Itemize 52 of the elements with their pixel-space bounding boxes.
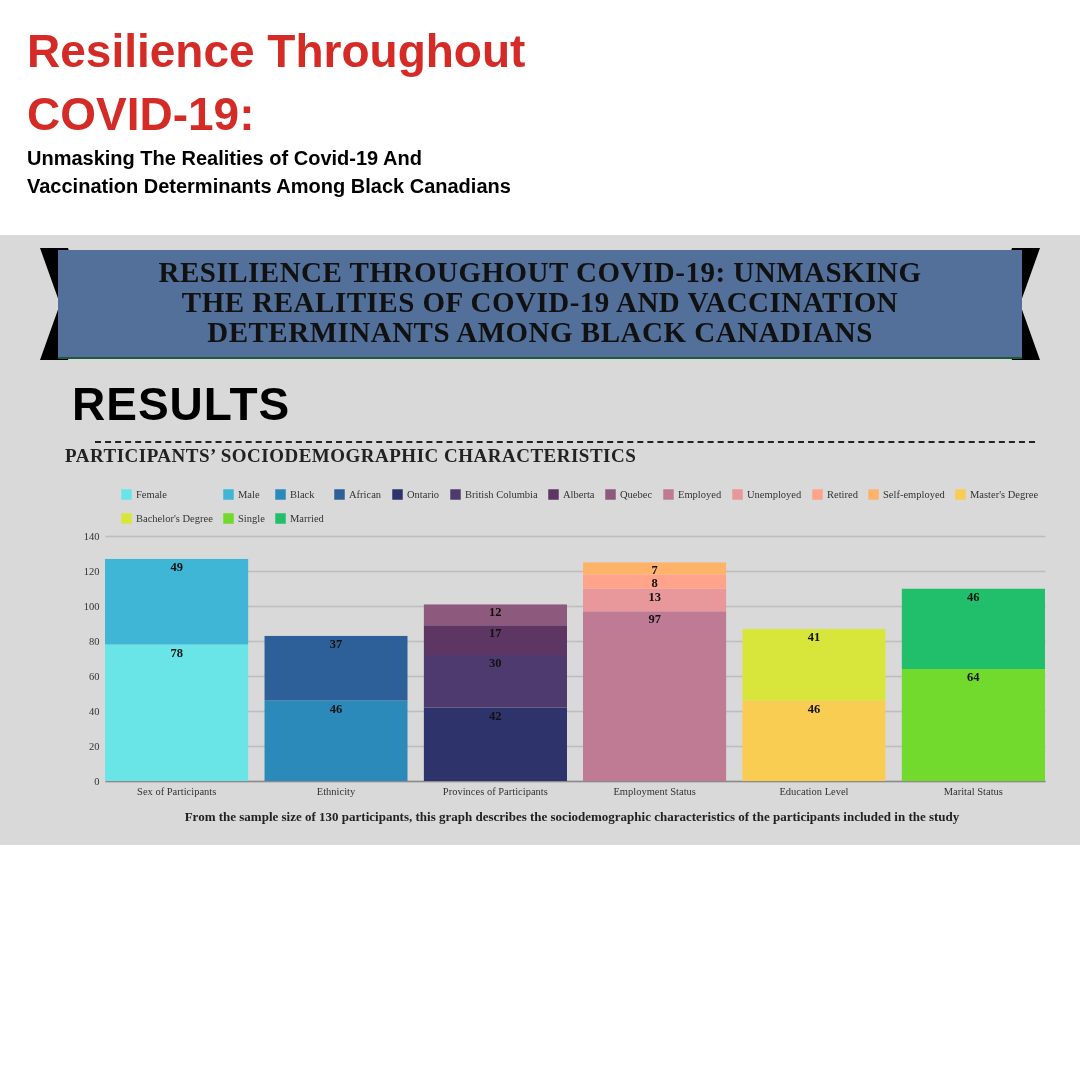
legend-label: Bachelor's Degree — [136, 512, 214, 524]
x-tick-label: Marital Status — [943, 785, 1003, 797]
x-tick-label: Provinces of Participants — [442, 785, 548, 797]
y-tick-label: 120 — [83, 565, 100, 577]
legend-label: Employed — [678, 488, 722, 500]
legend-label: Quebec — [620, 488, 653, 500]
data-label: 78 — [170, 645, 183, 660]
text: RESULTS — [72, 378, 291, 430]
y-tick-label: 40 — [89, 705, 100, 717]
text: RESILIENCE THROUGHOUT COVID-19: UNMASKING THE REALITIES OF COVID-19 AND VACCINATION DETERMINANTS AMONG BLACK CANADIANS — [157, 256, 923, 348]
data-label: 7 — [651, 563, 658, 578]
data-label: 49 — [170, 559, 183, 574]
data-label: 46 — [329, 701, 343, 716]
text: PARTICIPANTS’ SOCIODEMOGRAPHIC CHARACTERISTICS — [65, 445, 637, 467]
data-label: 8 — [651, 575, 658, 590]
legend-label: Married — [290, 512, 325, 524]
legend-label: Single — [238, 512, 266, 524]
x-tick-label: Sex of Participants — [137, 785, 217, 797]
y-tick-label: 0 — [94, 775, 100, 787]
data-label: 46 — [807, 701, 821, 716]
data-label: 97 — [648, 612, 661, 627]
y-tick-label: 140 — [83, 530, 100, 542]
y-tick-label: 60 — [89, 670, 100, 682]
legend-label: African — [349, 488, 382, 500]
data-label: 13 — [648, 589, 661, 604]
data-label: 64 — [967, 670, 981, 684]
y-tick-label: 100 — [83, 600, 100, 612]
legend-label: Female — [136, 488, 168, 500]
x-tick-label: Education Level — [779, 785, 849, 797]
chart-subtitle: Unmasking The Realities of Covid-19 And Vaccination Determinants Among Black Canadians — [27, 146, 512, 199]
data-label: 42 — [489, 708, 502, 723]
legend-label: Retired — [827, 488, 859, 500]
x-tick-label: Employment Status — [613, 785, 696, 797]
legend-label: Black — [290, 488, 316, 500]
y-tick-label: 80 — [89, 635, 100, 647]
y-tick-label: 20 — [89, 740, 100, 752]
x-tick-label: Ethnicity — [316, 785, 357, 797]
data-label: 12 — [489, 605, 502, 620]
text: From the sample size of 130 participants, this graph describes the sociodemographic characteristics of the participants included in the study — [183, 809, 961, 825]
legend-label: British Columbia — [465, 488, 538, 500]
data-label: 41 — [807, 629, 821, 644]
data-label: 46 — [967, 589, 980, 604]
chart-title: Resilience Throughout COVID-19: — [27, 24, 527, 142]
legend-label: Unemployed — [747, 488, 802, 500]
legend-label: Self-employed — [883, 488, 946, 500]
data-label: 30 — [489, 656, 502, 670]
legend-label: Ontario — [407, 488, 440, 500]
legend-label: Alberta — [563, 488, 595, 500]
legend-label: Master's Degree — [970, 488, 1039, 500]
legend-label: Male — [238, 488, 260, 500]
data-label: 37 — [329, 636, 343, 651]
data-label: 17 — [489, 626, 502, 641]
